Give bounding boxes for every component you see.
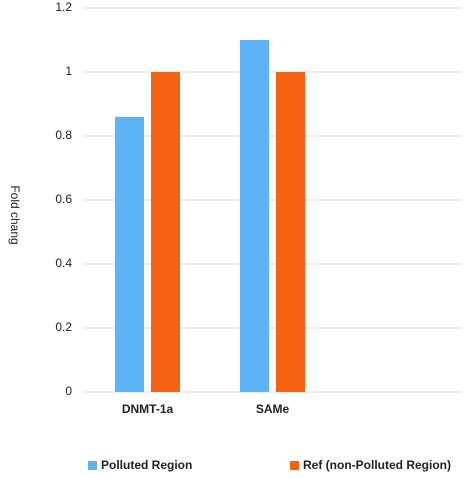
bar	[240, 40, 269, 392]
x-tick-label: SAMe	[256, 402, 290, 416]
y-tick-label: 0.4	[55, 256, 72, 270]
y-tick-label: 0.6	[55, 192, 72, 206]
bar	[276, 72, 305, 392]
y-tick-label: 0	[65, 384, 72, 398]
legend-swatch	[290, 461, 299, 470]
bar	[115, 116, 144, 393]
y-axis-title: Fold chang	[8, 185, 22, 244]
y-tick-label: 1.2	[55, 0, 72, 14]
x-tick-label: DNMT-1a	[122, 402, 174, 416]
y-tick-label: 1	[65, 64, 72, 78]
legend-label: Ref (non-Polluted Region)	[303, 458, 451, 472]
legend-swatch	[88, 461, 97, 470]
y-tick-label: 0.2	[55, 320, 72, 334]
y-tick-label: 0.8	[55, 128, 72, 142]
bar	[151, 72, 180, 392]
legend-label: Polluted Region	[101, 458, 192, 472]
